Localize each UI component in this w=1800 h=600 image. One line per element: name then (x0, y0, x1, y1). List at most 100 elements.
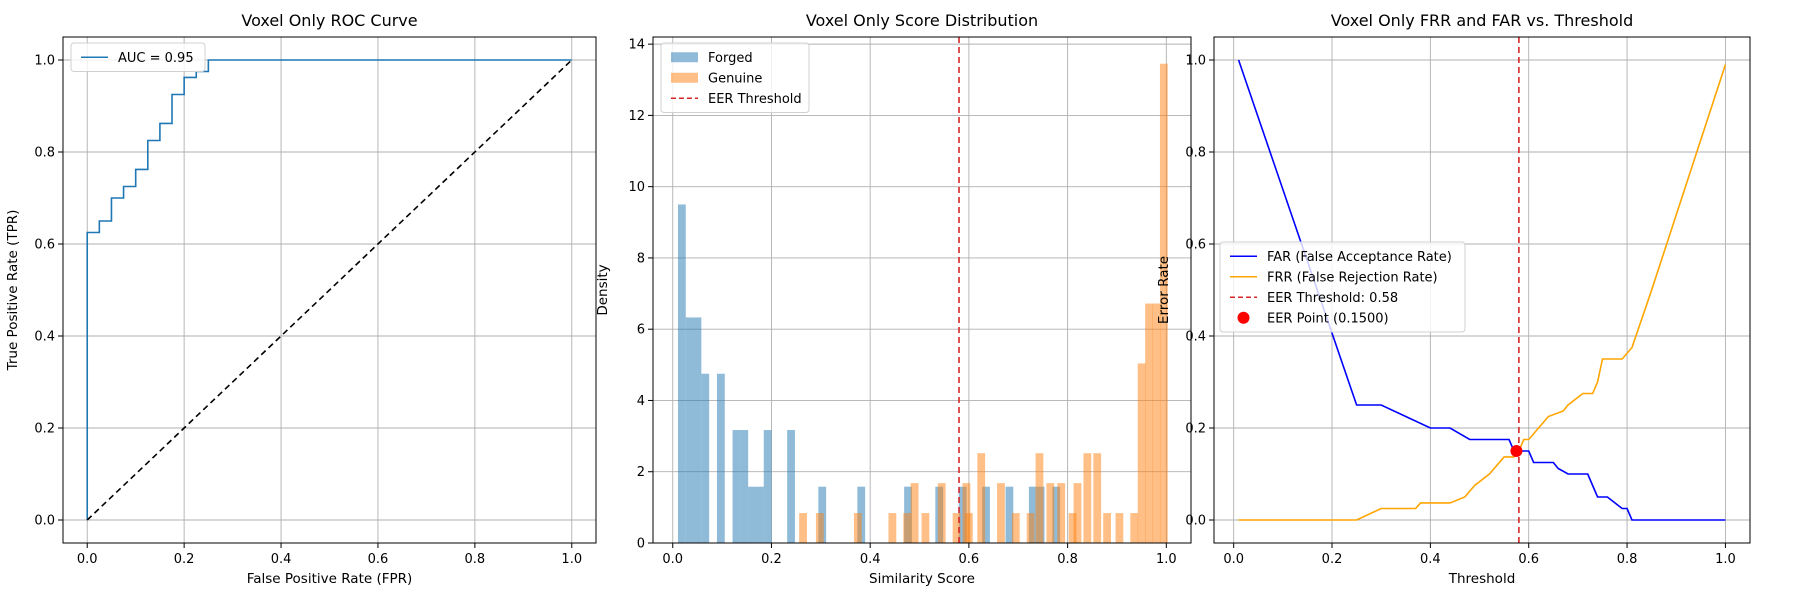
error-rate-y-tick-label: 1.0 (1185, 54, 1206, 69)
error-rate-legend-label: FAR (False Acceptance Rate) (1267, 250, 1452, 265)
distribution-y-tick-label: 4 (637, 394, 645, 409)
error-rate-y-tick-label: 0.6 (1185, 238, 1206, 253)
error-rate-y-tick-label: 0.2 (1185, 422, 1206, 437)
roc-y-ticks: 0.0 0.2 0.4 0.6 0.8 1.0 (34, 54, 63, 529)
distribution-x-tick-label: 1.0 (1156, 552, 1177, 567)
roc-x-tick-label: 1.0 (561, 552, 582, 567)
distribution-x-tick-label: 0.2 (761, 552, 782, 567)
roc-panel: 0.0 0.2 0.4 0.6 0.8 1.0 0.0 0.2 0.4 0.6 0.8 1.0 Vo… (5, 11, 597, 587)
distribution-y-axis-label: Density (595, 264, 611, 315)
error-rate-series-line (1237, 59, 1726, 521)
distribution-forged-bar (787, 430, 795, 543)
roc-y-tick-label: 0.8 (34, 146, 55, 161)
error-rate-y-tick-label: 0.8 (1185, 146, 1206, 161)
distribution-x-tick-label: 0.0 (662, 552, 683, 567)
distribution-genuine-bar (1103, 513, 1111, 543)
distribution-legend-patch (671, 52, 698, 63)
roc-series-line (86, 59, 572, 520)
distribution-genuine-bar (1026, 513, 1035, 543)
distribution-y-ticks: 0 2 4 6 8 10 12 14 (628, 38, 653, 552)
distribution-y-tick-label: 14 (628, 38, 645, 53)
error-rate-axes-frame (1213, 36, 1751, 544)
distribution-forged-bar (740, 430, 749, 543)
error-rate-y-tick-label: 0.0 (1185, 514, 1206, 529)
distribution-genuine-bar (1057, 483, 1066, 543)
error-rate-y-axis-label: Error Rate (1156, 256, 1172, 324)
distribution-genuine-bar (1035, 453, 1044, 543)
distribution-title: Voxel Only Score Distribution (806, 11, 1038, 30)
distribution-genuine-bar (1093, 453, 1102, 543)
distribution-y-tick-label: 2 (637, 465, 645, 480)
distribution-genuine-bar (964, 513, 973, 543)
roc-y-tick-label: 0.0 (34, 514, 55, 529)
distribution-x-ticks: 0.0 0.2 0.4 0.6 0.8 1.0 (662, 543, 1177, 567)
distribution-y-tick-label: 6 (637, 323, 645, 338)
distribution-forged-bar (748, 486, 756, 543)
error-rate-legend-dot (1237, 311, 1250, 324)
error-rate-x-tick-label: 0.0 (1223, 552, 1244, 567)
distribution-forged-bar (755, 486, 764, 543)
distribution-forged-bar (732, 430, 741, 543)
distribution-genuine-bar (1068, 513, 1077, 543)
distribution-x-tick-label: 0.6 (959, 552, 980, 567)
distribution-genuine-bar (1159, 63, 1168, 544)
error-rate-x-axis-label: Threshold (1448, 571, 1516, 587)
error-rate-legend-label: FRR (False Rejection Rate) (1267, 270, 1438, 285)
distribution-x-axis-label: Similarity Score (869, 571, 975, 587)
roc-y-tick-label: 0.6 (34, 238, 55, 253)
roc-x-tick-label: 0.0 (77, 552, 98, 567)
roc-chance-diagonal-line (86, 59, 573, 521)
distribution-legend-patch (671, 72, 698, 83)
distribution-genuine-bar (1115, 513, 1124, 543)
distribution-forged-bar (693, 317, 702, 543)
roc-x-tick-label: 0.6 (368, 552, 389, 567)
distribution-panel: 0.0 0.2 0.4 0.6 0.8 1.0 0 2 4 6 8 10 12 14 Voxel Onl… (595, 11, 1192, 587)
distribution-genuine-bar (910, 483, 919, 543)
error-rate-x-tick-label: 1.0 (1715, 552, 1736, 567)
error-rate-x-tick-label: 0.6 (1518, 552, 1539, 567)
roc-legend: AUC = 0.95 (70, 42, 206, 72)
roc-x-tick-label: 0.2 (174, 552, 195, 567)
distribution-forged-bar (763, 430, 772, 543)
roc-y-tick-label: 1.0 (34, 54, 55, 69)
distribution-forged-bar (701, 373, 710, 543)
error-rate-x-tick-label: 0.8 (1617, 552, 1638, 567)
distribution-forged-bar (716, 373, 725, 543)
distribution-forged-bar (677, 204, 686, 543)
roc-x-tick-label: 0.8 (465, 552, 486, 567)
error-rate-plot-area (1237, 37, 1727, 543)
distribution-legend-label: EER Threshold (708, 92, 802, 107)
distribution-legend: Forged Genuine EER Threshold (660, 42, 810, 113)
roc-x-axis-label: False Positive Rate (FPR) (247, 571, 413, 587)
error-rate-y-tick-label: 0.4 (1185, 330, 1206, 345)
error-rate-title: Voxel Only FRR and FAR vs. Threshold (1331, 11, 1634, 30)
roc-x-tick-label: 0.4 (271, 552, 292, 567)
distribution-y-tick-label: 0 (637, 537, 645, 552)
distribution-genuine-bar (1011, 513, 1020, 543)
distribution-genuine-bar (952, 513, 961, 543)
distribution-genuine-bar (888, 513, 897, 543)
roc-legend-label: AUC = 0.95 (118, 51, 194, 66)
roc-legend-box (70, 42, 206, 72)
roc-x-ticks: 0.0 0.2 0.4 0.6 0.8 1.0 (77, 543, 582, 567)
error-rate-eer-point (1510, 445, 1523, 457)
distribution-x-tick-label: 0.8 (1057, 552, 1078, 567)
roc-title: Voxel Only ROC Curve (241, 11, 417, 30)
distribution-genuine-bar (799, 513, 807, 543)
distribution-y-tick-label: 12 (628, 109, 645, 124)
distribution-genuine-bar (1145, 303, 1153, 543)
error-rate-x-tick-label: 0.4 (1420, 552, 1441, 567)
distribution-forged-bar (1005, 486, 1014, 543)
distribution-genuine-bar (1137, 363, 1146, 543)
distribution-genuine-bar (1073, 483, 1082, 543)
distribution-forged-bar (685, 317, 694, 543)
roc-y-tick-label: 0.2 (34, 422, 55, 437)
error-rate-y-ticks: 0.0 0.2 0.4 0.6 0.8 1.0 (1185, 54, 1214, 529)
error-rate-panel: 0.0 0.2 0.4 0.6 0.8 1.0 0.0 0.2 0.4 0.6 0.8 1.0 Vo… (1156, 11, 1751, 587)
distribution-genuine-bar (977, 453, 986, 543)
distribution-genuine-bar (937, 483, 946, 543)
error-rate-series-line (1238, 64, 1727, 521)
distribution-genuine-bar (1046, 483, 1055, 543)
distribution-legend-label: Forged (708, 51, 753, 66)
